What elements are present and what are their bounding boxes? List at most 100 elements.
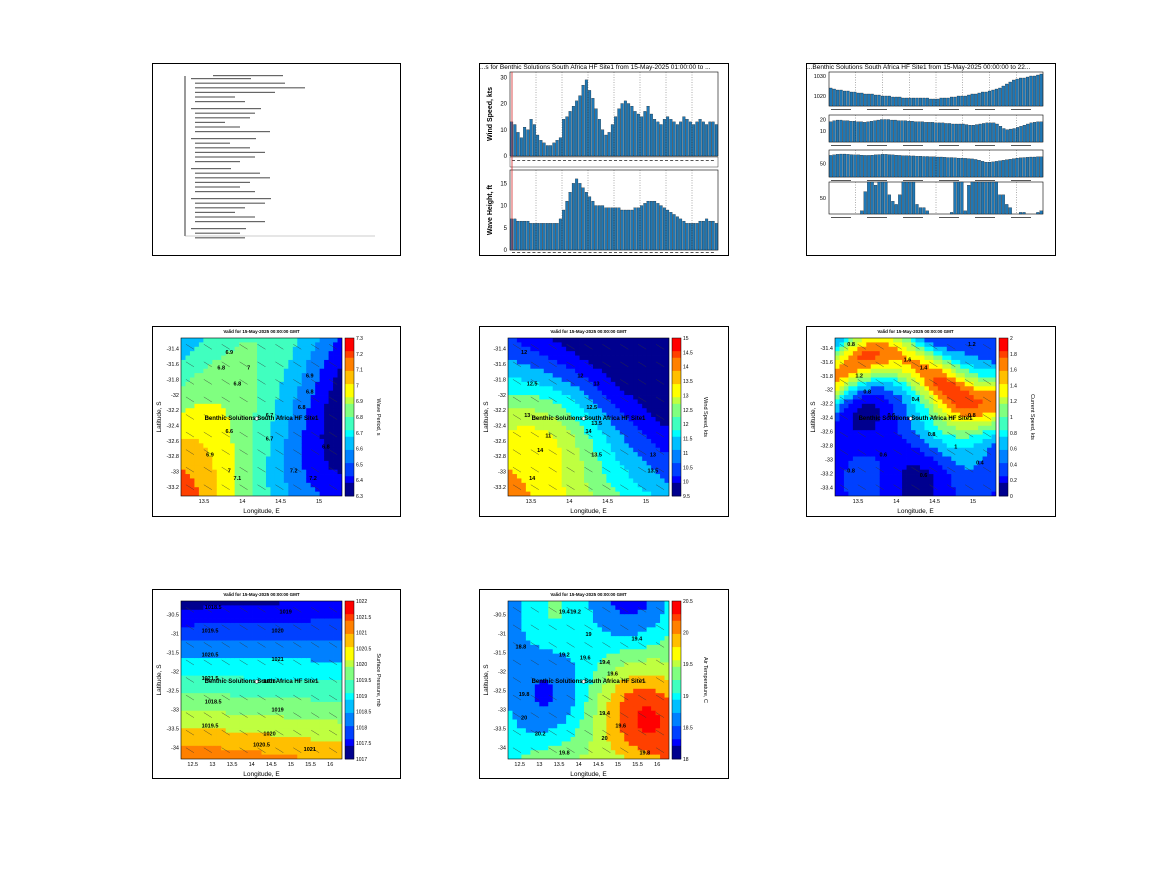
field-cell xyxy=(835,482,840,488)
field-cell xyxy=(893,456,899,462)
field-cell xyxy=(933,491,939,496)
contour-label: 13 xyxy=(524,413,530,419)
field-cell xyxy=(570,452,576,457)
field-cell xyxy=(239,373,245,378)
field-cell xyxy=(852,399,858,405)
field-cell xyxy=(230,460,236,466)
field-cell xyxy=(265,434,271,440)
bar xyxy=(867,93,871,107)
field-cell xyxy=(525,395,531,400)
field-cell xyxy=(239,465,245,471)
field-cell xyxy=(660,460,665,466)
field-cell xyxy=(212,390,218,396)
field-cell xyxy=(646,465,652,471)
field-cell xyxy=(239,447,245,453)
field-cell xyxy=(579,478,585,484)
colorbar-segment xyxy=(345,423,354,431)
field-cell xyxy=(875,342,881,348)
field-cell xyxy=(584,478,589,484)
summary-text-line xyxy=(195,221,265,223)
field-cell xyxy=(839,373,845,378)
field-cell xyxy=(601,373,607,378)
field-cell xyxy=(181,390,186,396)
field-cell xyxy=(839,359,845,365)
field-cell xyxy=(606,443,612,449)
bar xyxy=(842,90,847,107)
field-cell xyxy=(257,390,262,396)
field-cell xyxy=(548,364,554,370)
x-tick-mark xyxy=(552,252,556,253)
field-cell xyxy=(991,412,996,418)
field-cell xyxy=(843,390,849,396)
field-cell xyxy=(512,434,518,440)
bar xyxy=(584,192,588,251)
field-cell xyxy=(601,447,607,453)
field-cell xyxy=(543,390,549,396)
field-cell xyxy=(234,434,240,440)
field-cell xyxy=(257,434,262,440)
field-cell xyxy=(552,364,558,370)
field-cell xyxy=(660,381,665,387)
field-cell xyxy=(861,338,867,343)
field-cell xyxy=(288,456,294,462)
field-cell xyxy=(646,373,652,378)
field-cell xyxy=(942,368,948,374)
field-cell xyxy=(839,346,845,352)
field-cell xyxy=(915,465,921,471)
field-cell xyxy=(601,342,607,348)
vector-arrow xyxy=(221,484,230,490)
field-cell xyxy=(642,447,648,453)
field-cell xyxy=(946,386,952,392)
field-cell xyxy=(973,381,979,387)
vector-arrow xyxy=(311,344,320,350)
bar xyxy=(649,200,653,251)
field-cell xyxy=(521,399,527,405)
field-cell xyxy=(879,460,885,466)
field-cell xyxy=(919,447,925,453)
field-cell xyxy=(198,390,204,396)
bar xyxy=(977,181,981,215)
field-cell xyxy=(902,452,907,457)
field-cell xyxy=(852,381,858,387)
field-cell xyxy=(646,417,652,422)
bar xyxy=(1029,156,1033,178)
field-cell xyxy=(248,386,253,392)
field-cell xyxy=(628,377,634,383)
field-cell xyxy=(279,474,285,479)
field-cell xyxy=(274,408,280,414)
bar xyxy=(695,121,699,157)
field-cell xyxy=(848,456,854,462)
field-cell xyxy=(601,381,607,387)
vector-arrow xyxy=(548,379,557,385)
field-cell xyxy=(198,403,204,409)
field-cell xyxy=(875,351,881,356)
field-cell xyxy=(212,377,218,383)
vector-arrow xyxy=(293,484,302,490)
x-tick-label: 14.5 xyxy=(275,499,286,505)
bar xyxy=(523,220,527,251)
field-cell xyxy=(548,430,554,435)
field-cell xyxy=(239,351,245,356)
field-cell xyxy=(198,417,204,422)
field-cell xyxy=(955,355,961,361)
field-cell xyxy=(655,465,661,471)
vector-arrow xyxy=(311,431,320,438)
field-cell xyxy=(306,474,312,479)
field-cell xyxy=(664,482,669,488)
field-cell xyxy=(297,403,303,409)
field-cell xyxy=(951,342,957,348)
field-cell xyxy=(257,452,262,457)
vector-arrow xyxy=(548,431,557,438)
field-cell xyxy=(566,425,572,431)
field-cell xyxy=(185,434,191,440)
field-cell xyxy=(911,377,916,383)
vector-arrow xyxy=(512,344,522,350)
field-cell xyxy=(534,491,540,496)
field-cell xyxy=(987,390,992,396)
bar xyxy=(987,90,992,107)
field-cell xyxy=(521,452,527,457)
field-cell xyxy=(919,469,925,475)
y-tick-label: 20 xyxy=(500,102,507,108)
field-cell xyxy=(324,443,329,449)
field-cell xyxy=(203,443,209,449)
